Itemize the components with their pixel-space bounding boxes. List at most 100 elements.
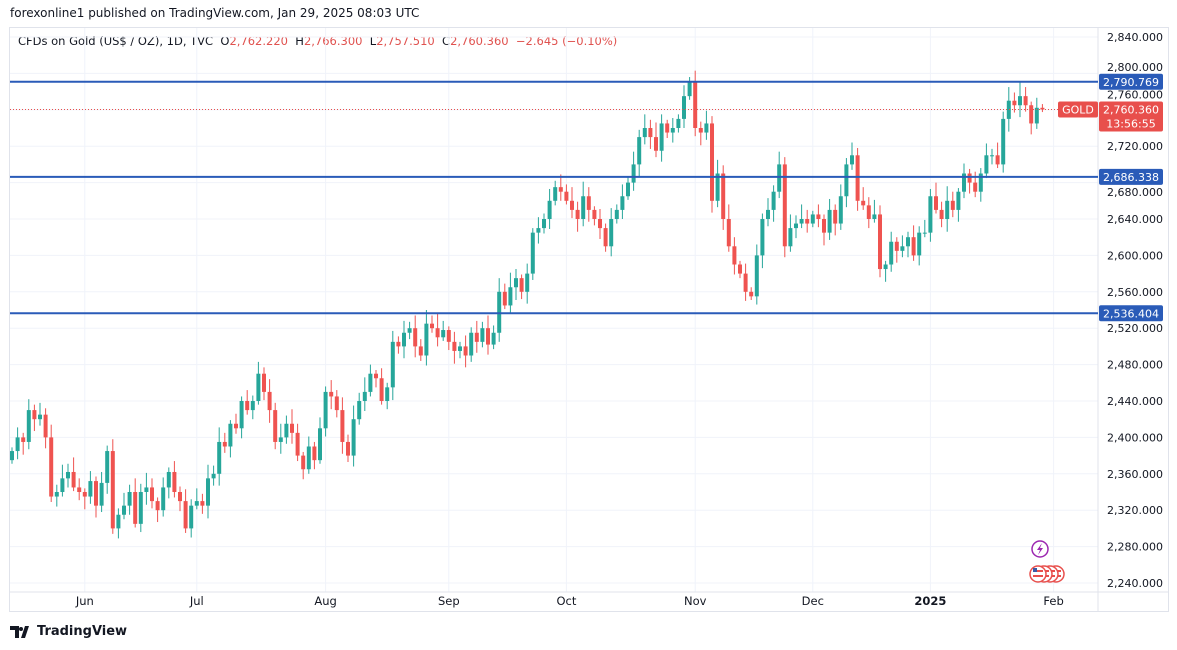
candle-body — [26, 410, 31, 442]
candle-down — [502, 283, 507, 310]
candle-body — [693, 82, 698, 128]
candle-body — [340, 410, 345, 442]
candle-body — [290, 423, 294, 433]
candle-up — [323, 386, 328, 437]
symbol-tag — [1058, 101, 1098, 118]
candle-up — [1034, 97, 1039, 129]
candle-down — [967, 168, 972, 194]
candle-down — [855, 148, 860, 211]
candle-body — [458, 346, 462, 351]
candle-down — [329, 380, 334, 410]
candle-body — [844, 164, 849, 197]
candle-body — [402, 332, 406, 347]
candle-body — [491, 332, 496, 345]
candle-body — [49, 437, 54, 497]
candle-body — [872, 214, 877, 219]
candle-body — [698, 128, 703, 133]
candle-down — [374, 370, 378, 388]
candle-body — [553, 187, 558, 201]
y-tick-label: 2,440.000 — [1107, 395, 1163, 408]
flag-canton — [1033, 568, 1037, 572]
candle-body — [1018, 96, 1022, 106]
candle-body — [166, 471, 171, 488]
candle-body — [480, 328, 485, 342]
y-tick-label: 2,720.000 — [1107, 140, 1163, 153]
candle-up — [217, 427, 222, 486]
candle-down — [267, 379, 272, 423]
candle-body — [469, 332, 474, 356]
candle-body — [362, 391, 367, 401]
candle-body — [273, 410, 278, 442]
level-price-label: 2,536.404 — [1103, 307, 1159, 320]
candle-body — [654, 137, 658, 151]
y-tick-label: 2,800.000 — [1107, 61, 1163, 74]
candle-body — [474, 332, 479, 342]
candle-down — [950, 191, 955, 218]
candle-body — [446, 330, 451, 342]
candle-down — [894, 237, 899, 263]
candle-up — [15, 427, 20, 460]
symbol-tag-label: GOLD — [1062, 103, 1094, 116]
candle-body — [570, 200, 574, 210]
candle-body — [642, 128, 647, 138]
candle-body — [592, 209, 597, 219]
candle-up — [642, 114, 647, 145]
high-label: H — [295, 34, 304, 48]
candle-down — [519, 274, 524, 300]
candle-body — [530, 232, 535, 274]
candle-down — [564, 184, 569, 205]
candle-body — [749, 291, 754, 297]
candle-body — [665, 123, 670, 133]
candle-body — [670, 128, 675, 133]
candle-up — [508, 272, 513, 314]
candle-down — [866, 197, 871, 229]
candle-down — [452, 331, 457, 364]
candle-up — [788, 214, 793, 252]
candle-body — [1034, 107, 1039, 124]
candle-up — [390, 330, 395, 401]
candle-up — [228, 420, 233, 458]
candle-body — [962, 173, 966, 192]
candle-body — [894, 241, 899, 251]
candle-body — [850, 155, 854, 165]
candle-up — [424, 310, 429, 366]
low-label: L — [369, 34, 377, 48]
publisher-line: forexonline1 published on TradingView.co… — [10, 6, 420, 20]
candle-body — [301, 455, 306, 470]
candle-down — [939, 201, 944, 228]
candle-body — [413, 328, 418, 347]
candle-body — [855, 155, 860, 201]
candle-body — [278, 437, 283, 442]
candle-body — [542, 219, 546, 229]
candle-body — [995, 155, 1000, 165]
candle-body — [379, 378, 384, 401]
candle-body — [189, 505, 194, 529]
candle-body — [71, 471, 76, 488]
candle-body — [441, 330, 446, 338]
candle-down — [183, 489, 188, 533]
candle-body — [956, 191, 961, 210]
candle-up — [838, 184, 843, 230]
candle-up — [850, 142, 854, 170]
candle-body — [346, 441, 350, 456]
candle-up — [906, 231, 910, 258]
candle-body — [77, 487, 82, 492]
candle-body — [38, 414, 42, 420]
candle-down — [133, 478, 138, 528]
candle-body — [519, 278, 524, 292]
us-flag-event-icon[interactable] — [1029, 565, 1047, 583]
candle-up — [1006, 87, 1011, 132]
candle-body — [878, 214, 882, 270]
candle-body — [514, 278, 518, 288]
candle-down — [721, 165, 726, 230]
candle-down — [726, 204, 731, 252]
candle-down — [575, 201, 580, 232]
candle-up — [945, 186, 950, 232]
candle-up — [682, 85, 686, 128]
candle-body — [917, 232, 922, 256]
candle-up — [402, 320, 406, 359]
tradingview-logo[interactable]: TradingView — [10, 624, 127, 639]
candle-body — [603, 228, 608, 247]
candle-body — [659, 123, 664, 151]
